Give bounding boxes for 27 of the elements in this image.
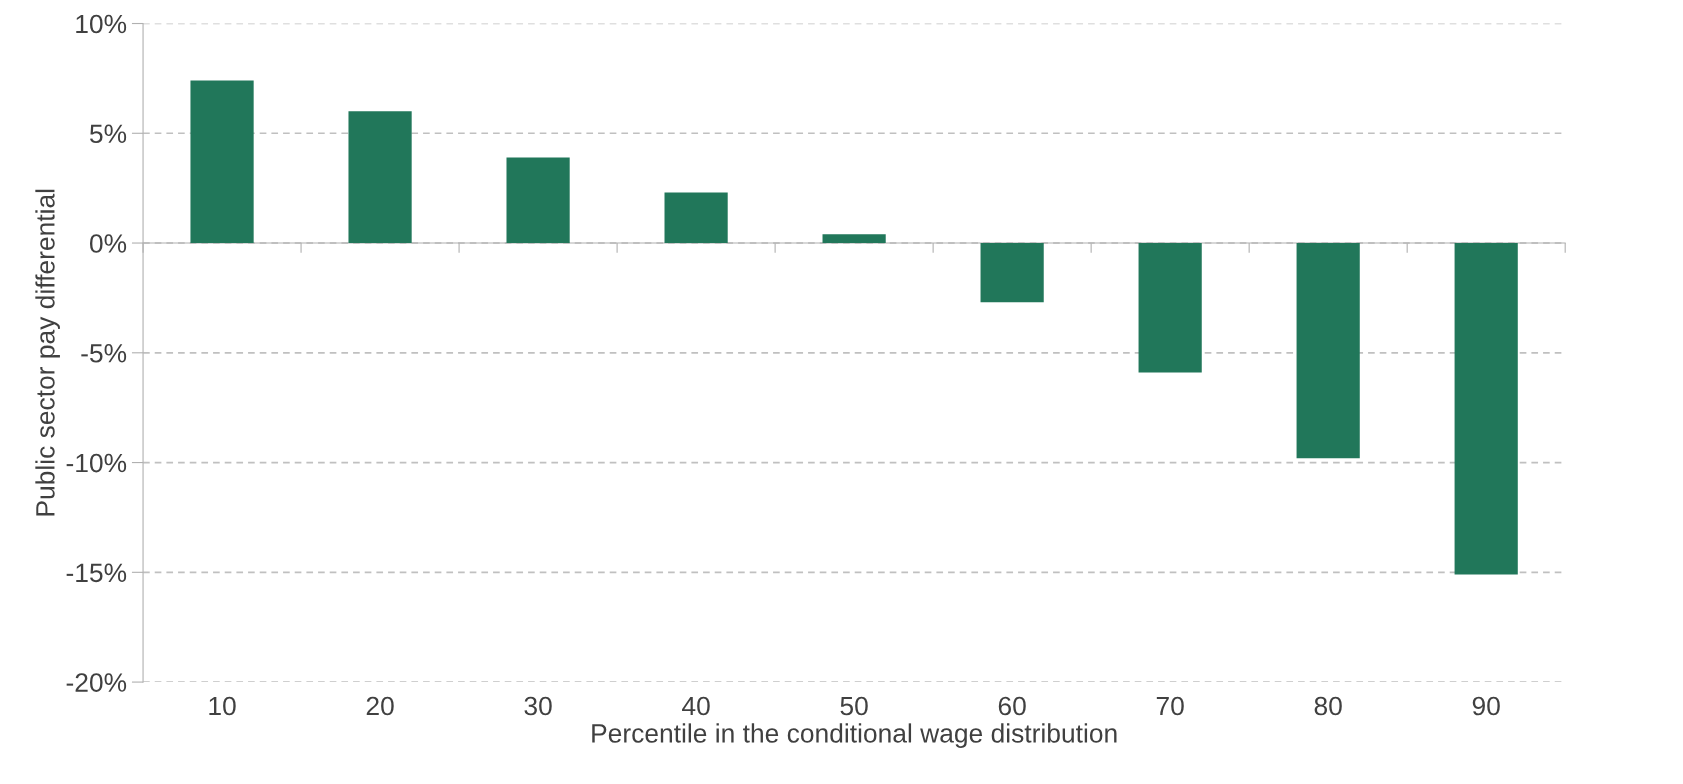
- bar: [506, 157, 570, 244]
- y-tick-label: -10%: [66, 453, 127, 473]
- bar: [1296, 243, 1360, 459]
- x-tick-label: 30: [524, 696, 552, 716]
- x-tick-label: 40: [682, 696, 710, 716]
- bar: [980, 243, 1044, 303]
- bar: [348, 111, 412, 244]
- x-tick-label: 20: [366, 696, 394, 716]
- x-tick-label: 90: [1472, 696, 1500, 716]
- y-axis-title: Public sector pay differential: [35, 189, 60, 516]
- bar: [664, 192, 728, 244]
- y-tick-label: -20%: [66, 673, 127, 692]
- y-tick-label: -15%: [66, 563, 127, 583]
- bar: [190, 80, 254, 244]
- y-tick-label: -5%: [81, 344, 127, 363]
- x-tick-label: 80: [1314, 696, 1342, 716]
- x-tick-label: 50: [840, 696, 868, 716]
- x-tick-label: 10: [209, 696, 236, 716]
- x-tick-label: 60: [998, 696, 1026, 716]
- y-tick-label: 0%: [89, 234, 127, 253]
- x-tick-label: 70: [1156, 696, 1184, 716]
- bar: [1138, 243, 1202, 373]
- y-tick-label: 5%: [90, 124, 127, 144]
- y-tick-label: 10%: [76, 14, 127, 34]
- bar: [822, 234, 886, 244]
- x-axis-title: Percentile in the conditional wage distribution: [592, 723, 1117, 748]
- bar: [1454, 243, 1518, 575]
